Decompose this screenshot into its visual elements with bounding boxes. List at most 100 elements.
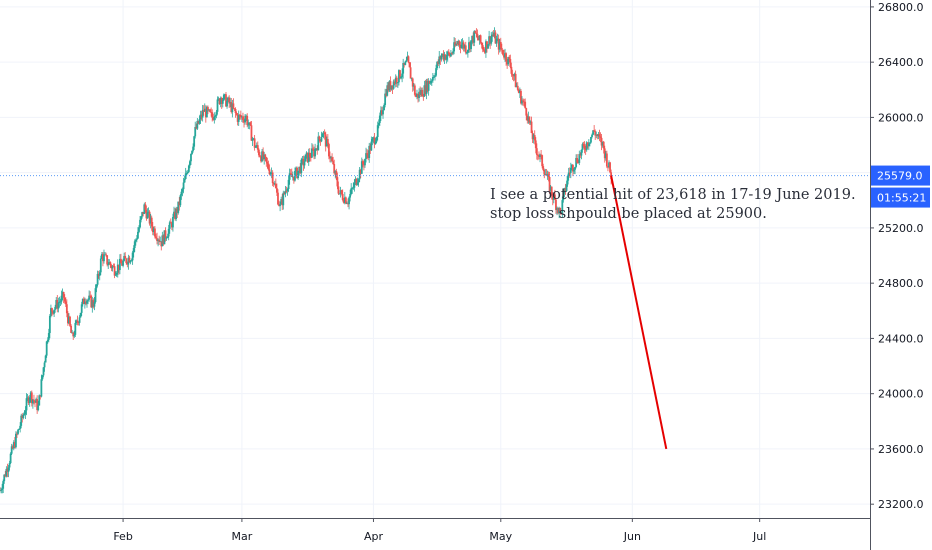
candle-body	[342, 199, 345, 203]
candle-body	[207, 107, 209, 111]
candle	[471, 35, 474, 45]
candle-body	[252, 138, 255, 140]
candle	[173, 206, 175, 219]
forecast-line[interactable]	[610, 175, 668, 450]
candle	[187, 164, 190, 173]
candle	[492, 30, 495, 38]
annotation-text[interactable]: I see a potential hit of 23,618 in 17-19…	[490, 186, 856, 224]
candle	[600, 134, 603, 151]
candle-body	[422, 96, 425, 98]
candle	[199, 110, 202, 124]
candle	[146, 208, 149, 219]
candle-body	[597, 134, 600, 136]
candle	[371, 137, 374, 146]
candle-body	[326, 139, 329, 145]
candle	[566, 174, 569, 187]
candle	[83, 297, 86, 309]
candle	[52, 311, 54, 315]
candle-body	[416, 93, 418, 97]
candle	[97, 270, 100, 279]
candle	[262, 147, 265, 161]
candle-body	[69, 316, 71, 326]
candle-body	[218, 98, 221, 104]
candle-body	[40, 379, 43, 397]
candle	[494, 30, 497, 44]
candle-body	[60, 295, 63, 302]
candle-body	[298, 166, 301, 171]
candle-body	[348, 197, 350, 205]
candle	[28, 395, 31, 407]
candle	[424, 79, 427, 96]
candle	[72, 331, 75, 340]
candle	[300, 157, 303, 178]
candle	[191, 150, 193, 155]
candle-body	[158, 239, 161, 242]
candle-body	[208, 109, 210, 111]
candle-body	[384, 93, 387, 105]
candle-body	[608, 162, 610, 168]
candle-body	[335, 171, 338, 178]
candle	[464, 41, 467, 55]
candle	[230, 98, 233, 114]
candle	[192, 143, 194, 153]
candle	[118, 254, 121, 275]
candle-body	[125, 258, 128, 264]
candle	[7, 465, 10, 478]
candle-body	[497, 38, 500, 50]
candle-body	[599, 136, 602, 138]
candle-body	[566, 175, 569, 185]
candle	[210, 107, 213, 117]
candle	[372, 136, 375, 143]
candle-body	[209, 109, 211, 112]
candle-body	[113, 266, 116, 276]
candle-body	[544, 174, 547, 175]
candle	[355, 178, 358, 186]
candle	[200, 111, 203, 121]
candle-body	[88, 295, 91, 300]
candle-body	[191, 150, 193, 154]
candle	[135, 235, 138, 243]
candle	[433, 74, 435, 79]
candle	[346, 201, 348, 205]
x-tick-label: Apr	[364, 530, 384, 543]
candle	[375, 136, 378, 144]
candle	[256, 141, 259, 153]
candle-body	[56, 299, 59, 309]
candle-body	[39, 395, 42, 397]
candle	[55, 297, 58, 310]
candle	[133, 239, 136, 253]
candle	[86, 299, 88, 308]
candle-body	[284, 190, 287, 194]
candle-body	[256, 145, 259, 150]
candle-body	[401, 73, 404, 77]
candle-body	[230, 102, 233, 113]
candle	[60, 290, 63, 305]
candle-body	[225, 94, 227, 107]
candle-body	[48, 315, 51, 334]
candle	[413, 83, 416, 97]
candle-body	[165, 237, 168, 239]
candle	[238, 114, 241, 120]
candle	[150, 215, 153, 231]
candle-body	[601, 141, 604, 146]
candle-body	[201, 109, 204, 118]
candle	[205, 105, 208, 118]
candle	[491, 31, 494, 42]
candle	[26, 393, 29, 402]
candle-body	[567, 172, 570, 176]
candle-body	[74, 322, 77, 335]
candle-body	[91, 300, 94, 308]
candle-body	[525, 108, 528, 116]
candle	[482, 46, 485, 52]
candle	[473, 30, 476, 47]
candle	[25, 393, 28, 416]
candle-body	[428, 80, 431, 84]
candle-body	[177, 201, 180, 213]
candle-body	[133, 241, 136, 248]
candle	[274, 178, 277, 189]
candle	[565, 180, 568, 192]
y-tick-label: 24800.0	[878, 277, 924, 290]
candle	[320, 131, 323, 143]
